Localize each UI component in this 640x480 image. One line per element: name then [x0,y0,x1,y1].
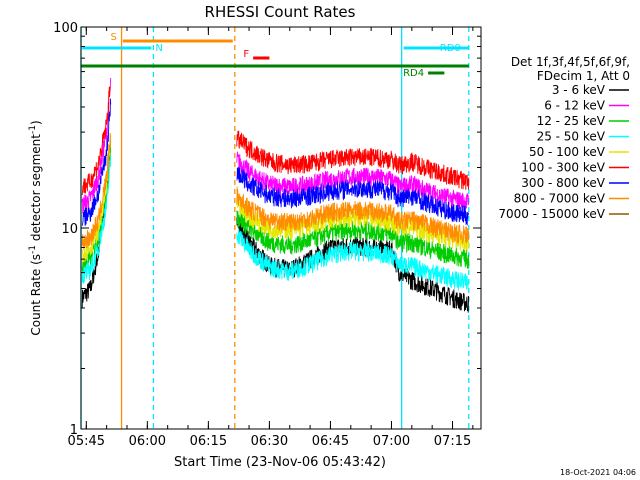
x-tick-label-4: 06:45 [312,434,349,449]
y-axis-label-end: ) [29,120,43,125]
series-line-2-seg-1 [236,210,470,269]
legend-label-5: 100 - 300 keV [521,161,605,175]
series-line-3-seg-0 [81,154,112,284]
series-line-6-seg-1 [236,166,469,226]
flag-label-rd4: RD4 [403,68,424,79]
series-line-5-seg-0 [81,86,111,196]
chart-title: RHESSI Count Rates [205,3,356,21]
series-line-6-seg-0 [81,98,112,226]
flag-bars: S N F RD0 RD4 [81,32,469,79]
flag-label-s: S [111,32,117,43]
x-tick-label-6: 07:15 [434,434,471,449]
flag-label-n: N [155,43,162,54]
y-tick-label-2: 100 [53,21,78,36]
flag-label-f: F [243,49,249,60]
x-tick-label-2: 06:15 [190,434,227,449]
x-tick-label-1: 06:00 [129,434,166,449]
legend: Det 1f,3f,4f,5f,6f,9f, FDecim 1, Att 0 3… [498,55,630,221]
y-axis-label-text2: detector segment [29,134,43,245]
series-lines [81,77,470,313]
legend-label-7: 800 - 7000 keV [514,192,606,206]
x-tick-label-5: 07:00 [373,434,410,449]
legend-label-0: 3 - 6 keV [552,83,606,97]
series-line-3-seg-1 [236,228,470,291]
x-axis-ticks: 05:45 06:00 06:15 06:30 06:45 07:00 07:15 [68,27,474,449]
series-line-7-seg-0 [81,132,112,250]
y-axis-label-sup: -1 [28,245,38,254]
series-line-7-seg-1 [236,186,470,244]
legend-label-1: 6 - 12 keV [544,99,606,113]
y-axis-label-sup2: -1 [28,125,38,134]
legend-header-line-2: FDecim 1, Att 0 [537,69,630,83]
series-line-5-seg-1 [236,130,470,190]
x-tick-label-3: 06:30 [251,434,288,449]
series-line-1-seg-1 [236,151,469,212]
y-tick-label-1: 10 [61,222,78,237]
legend-label-8: 7000 - 15000 keV [498,207,605,221]
y-tick-label-0: 1 [70,423,78,438]
legend-label-3: 25 - 50 keV [537,130,606,144]
legend-label-6: 300 - 800 keV [521,176,605,190]
flag-label-rd0: RD0 [440,43,461,54]
legend-label-4: 50 - 100 keV [529,145,606,159]
y-axis-label-text: Count Rate (s [29,254,43,336]
y-axis-label: Count Rate (s-1 detector segment-1) [28,120,43,335]
x-axis-label: Start Time (23-Nov-06 05:43:42) [174,455,386,470]
series-line-2-seg-0 [81,140,112,274]
legend-header-line-1: Det 1f,3f,4f,5f,6f,9f, [511,55,630,69]
legend-label-2: 12 - 25 keV [537,114,606,128]
x-tick-label-0: 05:45 [68,434,105,449]
y-axis-ticks: 1 10 100 [53,21,481,438]
footer-timestamp: 18-Oct-2021 04:06 [560,468,636,477]
